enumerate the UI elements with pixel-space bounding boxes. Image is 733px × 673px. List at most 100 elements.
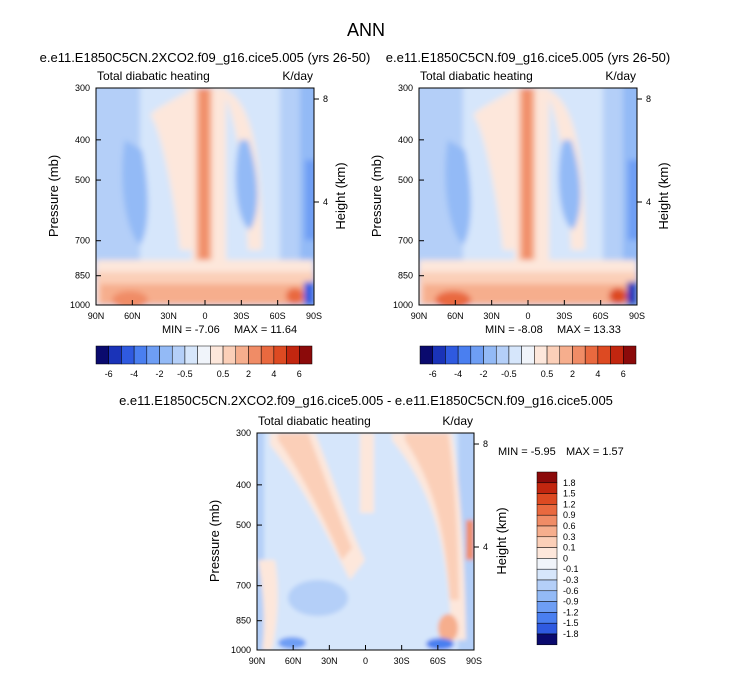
colorbar-box bbox=[121, 345, 135, 365]
colorbar-label: -6 bbox=[429, 369, 437, 379]
colorbar-left: -6 -4 -2 -0.5 0.5 2 4 6 bbox=[95, 345, 313, 379]
field-north-warm-arc bbox=[150, 88, 192, 250]
svg-text:MIN = -5.95: MIN = -5.95 bbox=[498, 446, 556, 458]
colorbar-box bbox=[521, 345, 535, 365]
x-tick-label: 60S bbox=[270, 311, 286, 321]
panel-control: e.e11.E1850C5CN.f09_g16.cice5.005 (yrs 2… bbox=[369, 50, 671, 336]
field-antarctic-cold bbox=[304, 282, 314, 305]
colorbar-box bbox=[171, 345, 186, 365]
colorbar-label: 1.8 bbox=[563, 478, 576, 488]
colorbar-label: 0.6 bbox=[563, 521, 576, 531]
y2-tick-label: 8 bbox=[483, 439, 488, 449]
max-value: 13.33 bbox=[593, 324, 621, 336]
colorbar-label: 2 bbox=[570, 369, 575, 379]
x-tick-label: 30N bbox=[483, 311, 500, 321]
x-tick-label: 30S bbox=[394, 656, 410, 666]
colorbar-box bbox=[572, 345, 586, 365]
field-south-diagonal-core bbox=[405, 433, 459, 600]
colorbar-box bbox=[159, 345, 173, 365]
colorbar-label: -0.5 bbox=[501, 369, 517, 379]
colorbar-box bbox=[536, 547, 558, 559]
field-north-blue-lobe bbox=[445, 140, 471, 245]
colorbar-box bbox=[536, 601, 558, 613]
colorbar-box bbox=[546, 345, 561, 365]
colorbar-label: 6 bbox=[621, 369, 626, 379]
field-south-deep bbox=[305, 160, 314, 240]
colorbar-box bbox=[536, 482, 558, 494]
colorbar-label: 0.5 bbox=[541, 369, 554, 379]
min-value: -5.95 bbox=[531, 446, 556, 458]
units-label: K/day bbox=[605, 69, 636, 83]
colorbar-label: 4 bbox=[595, 369, 600, 379]
colorbar-box bbox=[534, 345, 548, 365]
colorbar-box bbox=[108, 345, 122, 365]
colorbar-box bbox=[536, 558, 558, 570]
colorbar-label: 1.5 bbox=[563, 489, 576, 499]
x-tick-label: 90S bbox=[306, 311, 322, 321]
colorbar-box bbox=[536, 579, 558, 592]
colorbar-box bbox=[299, 345, 313, 365]
y-tick-label: 400 bbox=[236, 480, 251, 490]
y-tick-label: 300 bbox=[236, 428, 251, 438]
y-axis-ticks: 300 400 500 700 850 1000 bbox=[393, 83, 424, 310]
min-max-readout: MIN = -5.95 MAX = 1.57 bbox=[498, 446, 624, 458]
x-tick-label: 60N bbox=[124, 311, 141, 321]
variable-label: Total diabatic heating bbox=[420, 69, 533, 83]
colorbar-label: -0.6 bbox=[563, 586, 579, 596]
field-south-surface-cold bbox=[426, 638, 454, 650]
heatmap-field bbox=[419, 88, 637, 305]
x-tick-label: 0 bbox=[525, 311, 530, 321]
max-value: 1.57 bbox=[602, 446, 623, 458]
colorbar-box bbox=[210, 345, 224, 365]
panel-2xco2: e.e11.E1850C5CN.2XCO2.f09_g16.cice5.005 … bbox=[40, 50, 371, 336]
x-tick-label: 60N bbox=[285, 656, 302, 666]
colorbar-right: -6 -4 -2 -0.5 0.5 2 4 6 bbox=[419, 345, 637, 379]
max-label: MAX = bbox=[557, 324, 593, 336]
min-label: MIN = bbox=[162, 324, 195, 336]
field-boundary-layer-3 bbox=[100, 284, 310, 305]
min-label: MIN = bbox=[485, 324, 518, 336]
x-tick-label: 30N bbox=[321, 656, 338, 666]
min-value: -7.06 bbox=[195, 324, 220, 336]
min-label: MIN = bbox=[498, 446, 531, 458]
x-tick-label: 30S bbox=[233, 311, 249, 321]
panel-title: e.e11.E1850C5CN.2XCO2.f09_g16.cice5.005 … bbox=[119, 393, 613, 408]
field-north-lower-warm bbox=[258, 560, 278, 650]
colorbar-box bbox=[536, 536, 558, 548]
y-tick-label: 850 bbox=[236, 616, 251, 626]
y-tick-label: 500 bbox=[236, 520, 251, 530]
field-tropical-cold-pocket bbox=[288, 580, 348, 616]
colorbar-box bbox=[536, 612, 558, 624]
y2-axis-ticks: 84 bbox=[314, 94, 328, 207]
panel-title: e.e11.E1850C5CN.2XCO2.f09_g16.cice5.005 … bbox=[40, 50, 371, 65]
heatmap-field bbox=[96, 88, 314, 305]
colorbar-label: 1.2 bbox=[563, 499, 576, 509]
max-label: MAX = bbox=[234, 324, 270, 336]
panel-difference: e.e11.E1850C5CN.2XCO2.f09_g16.cice5.005 … bbox=[119, 393, 624, 666]
colorbar-label: -0.5 bbox=[177, 369, 193, 379]
colorbar-label: 0 bbox=[563, 553, 568, 563]
colorbar-box bbox=[495, 345, 510, 365]
min-max-readout: MIN = -8.08 MAX = 13.33 bbox=[485, 324, 621, 336]
colorbar-box bbox=[508, 345, 522, 365]
y-axis-label: Pressure (mb) bbox=[369, 155, 384, 237]
colorbar-box bbox=[457, 345, 472, 365]
colorbar-label: -0.1 bbox=[563, 564, 579, 574]
colorbar-box bbox=[248, 345, 262, 365]
colorbar-label: 4 bbox=[271, 369, 276, 379]
colorbar-label: -2 bbox=[480, 369, 488, 379]
y-tick-label: 700 bbox=[398, 236, 413, 246]
x-tick-label: 30N bbox=[160, 311, 177, 321]
y2-axis-ticks: 84 bbox=[637, 94, 651, 207]
y-tick-label: 500 bbox=[398, 175, 413, 185]
colorbar-box bbox=[286, 345, 300, 365]
y2-axis-label: Height (km) bbox=[656, 162, 671, 229]
y2-tick-label: 4 bbox=[483, 542, 488, 552]
colorbar-label: 0.3 bbox=[563, 532, 576, 542]
x-axis-ticks: 90N 60N 30N 0 30S 60S 90S bbox=[88, 300, 322, 321]
svg-text:MIN = -8.08: MIN = -8.08 bbox=[485, 324, 543, 336]
colorbar-box bbox=[95, 345, 109, 365]
x-axis-ticks: 90N 60N 30N 0 30S 60S 90S bbox=[411, 300, 645, 321]
units-label: K/day bbox=[442, 414, 473, 428]
min-value: -8.08 bbox=[518, 324, 543, 336]
